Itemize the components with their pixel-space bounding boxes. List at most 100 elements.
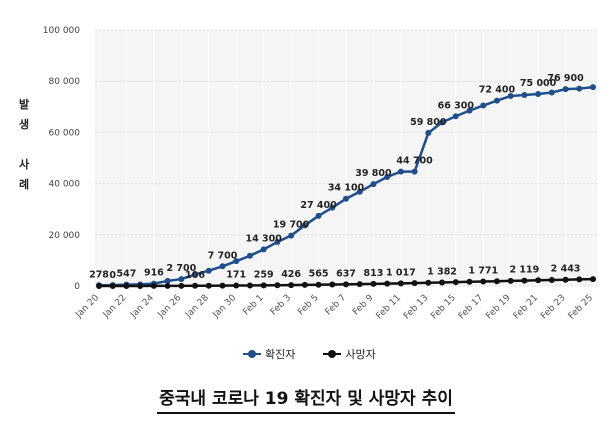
data-point-confirmed bbox=[576, 85, 583, 92]
data-point-deaths bbox=[123, 282, 130, 289]
data-point-confirmed bbox=[425, 129, 432, 136]
data-label-deaths: 2 119 bbox=[510, 265, 540, 276]
y-axis-label-char: 사 bbox=[19, 158, 30, 171]
data-point-deaths bbox=[535, 277, 542, 284]
data-point-deaths bbox=[548, 276, 555, 283]
data-point-confirmed bbox=[548, 89, 555, 96]
legend-label-deaths: 사망자 bbox=[345, 348, 376, 361]
data-point-deaths bbox=[507, 277, 514, 284]
x-tick-label: Feb 13 bbox=[402, 293, 430, 321]
data-point-confirmed bbox=[260, 246, 267, 253]
data-point-deaths bbox=[150, 282, 157, 289]
x-tick-label: Feb 19 bbox=[484, 293, 513, 322]
data-label-deaths: 171 bbox=[226, 270, 246, 281]
legend-item-deaths[interactable]: 사망자 bbox=[323, 346, 376, 362]
data-point-deaths bbox=[590, 276, 596, 283]
data-point-confirmed bbox=[315, 212, 322, 219]
data-label-deaths: 1 771 bbox=[468, 265, 498, 276]
x-tick-label: Feb 17 bbox=[457, 293, 485, 321]
data-point-deaths bbox=[562, 276, 569, 283]
data-point-confirmed bbox=[562, 86, 569, 93]
data-point-confirmed bbox=[343, 195, 349, 202]
data-point-confirmed bbox=[452, 113, 459, 120]
x-tick-label: Feb 25 bbox=[567, 293, 595, 321]
chart-legend: 확진자 사망자 bbox=[243, 346, 376, 362]
data-label-deaths: 813 bbox=[364, 268, 384, 279]
data-label-confirmed: 75 000 bbox=[520, 78, 557, 89]
data-label-confirmed: 39 800 bbox=[355, 168, 392, 179]
data-point-deaths bbox=[480, 278, 487, 285]
data-label-confirmed: 14 300 bbox=[245, 233, 282, 244]
data-point-confirmed bbox=[192, 271, 199, 278]
data-point-deaths bbox=[452, 279, 459, 286]
data-label-confirmed: 44 700 bbox=[396, 156, 433, 167]
data-point-deaths bbox=[164, 282, 171, 289]
data-label-deaths: 1 382 bbox=[427, 266, 457, 277]
data-point-confirmed bbox=[493, 97, 500, 104]
data-point-confirmed bbox=[288, 232, 295, 239]
data-label-confirmed: 66 300 bbox=[438, 100, 475, 111]
data-point-confirmed bbox=[219, 263, 226, 270]
data-point-deaths bbox=[246, 282, 253, 289]
data-point-deaths bbox=[439, 279, 446, 286]
data-label-deaths: 106 bbox=[185, 270, 205, 281]
data-point-confirmed bbox=[329, 204, 336, 211]
data-point-deaths bbox=[384, 280, 391, 287]
x-tick-label: Feb 3 bbox=[269, 293, 293, 317]
data-point-deaths bbox=[356, 281, 363, 288]
data-point-confirmed bbox=[233, 258, 240, 265]
data-label-confirmed: 76 900 bbox=[547, 73, 584, 84]
x-tick-label: Feb 7 bbox=[324, 293, 348, 317]
x-tick-label: Feb 9 bbox=[351, 293, 376, 318]
data-label-confirmed: 72 400 bbox=[479, 85, 516, 96]
x-tick-label: Jan 24 bbox=[128, 293, 156, 321]
data-label-confirmed: 34 100 bbox=[328, 183, 365, 194]
data-point-confirmed bbox=[178, 276, 185, 283]
y-tick-label: 100 000 bbox=[43, 26, 80, 36]
data-point-deaths bbox=[329, 281, 336, 288]
data-point-confirmed bbox=[411, 168, 418, 175]
data-point-deaths bbox=[233, 282, 240, 289]
y-tick-label: 80 000 bbox=[49, 77, 81, 87]
legend-marker-deaths bbox=[323, 349, 342, 359]
data-point-deaths bbox=[425, 279, 432, 286]
chart-title-wrap: 중국내 코로나 19 확진자 및 사망자 추이 bbox=[0, 384, 612, 414]
data-point-deaths bbox=[466, 278, 473, 285]
x-tick-label: Feb 1 bbox=[241, 293, 265, 317]
vertical-gridlines bbox=[98, 30, 594, 286]
data-point-confirmed bbox=[507, 93, 514, 100]
data-point-confirmed bbox=[397, 168, 404, 175]
x-tick-label: Jan 22 bbox=[101, 293, 129, 321]
data-point-deaths bbox=[493, 278, 500, 285]
data-point-confirmed bbox=[301, 222, 308, 229]
data-label-confirmed: 7 700 bbox=[208, 250, 238, 261]
data-point-deaths bbox=[301, 281, 308, 288]
data-label-deaths: 259 bbox=[254, 269, 274, 280]
data-labels-layer: 278 547 916 2 700 7 700 14 300 19 700 27 400 34 … bbox=[89, 73, 584, 281]
y-tick-label: 40 000 bbox=[49, 180, 81, 190]
x-tick-label: Feb 21 bbox=[512, 293, 540, 321]
data-point-deaths bbox=[411, 280, 418, 287]
data-point-confirmed bbox=[535, 91, 542, 97]
data-point-confirmed bbox=[521, 92, 528, 99]
data-point-deaths bbox=[178, 282, 185, 289]
data-point-confirmed bbox=[480, 102, 487, 109]
data-label-deaths: 1 017 bbox=[386, 267, 416, 278]
data-point-confirmed bbox=[274, 238, 281, 245]
x-tick-label: Jan 26 bbox=[156, 293, 184, 321]
legend-item-confirmed[interactable]: 확진자 bbox=[243, 346, 295, 362]
data-label-confirmed: 2 700 bbox=[166, 263, 196, 274]
y-axis-label-char: 발 bbox=[19, 98, 30, 111]
y-axis-tick-labels: 0 20 000 40 000 60 000 80 000 100 000 bbox=[43, 26, 80, 292]
x-tick-label: Feb 23 bbox=[539, 293, 567, 321]
data-point-confirmed bbox=[370, 181, 377, 188]
data-point-deaths bbox=[397, 280, 404, 287]
data-label-confirmed: 916 bbox=[144, 268, 164, 279]
y-tick-label: 0 bbox=[74, 282, 80, 292]
data-point-deaths bbox=[219, 282, 226, 289]
data-label-deaths: 0 bbox=[109, 270, 116, 281]
data-point-deaths bbox=[137, 282, 144, 289]
data-label-confirmed: 278 bbox=[89, 269, 109, 280]
data-point-confirmed bbox=[205, 267, 212, 274]
data-point-deaths bbox=[343, 281, 349, 288]
